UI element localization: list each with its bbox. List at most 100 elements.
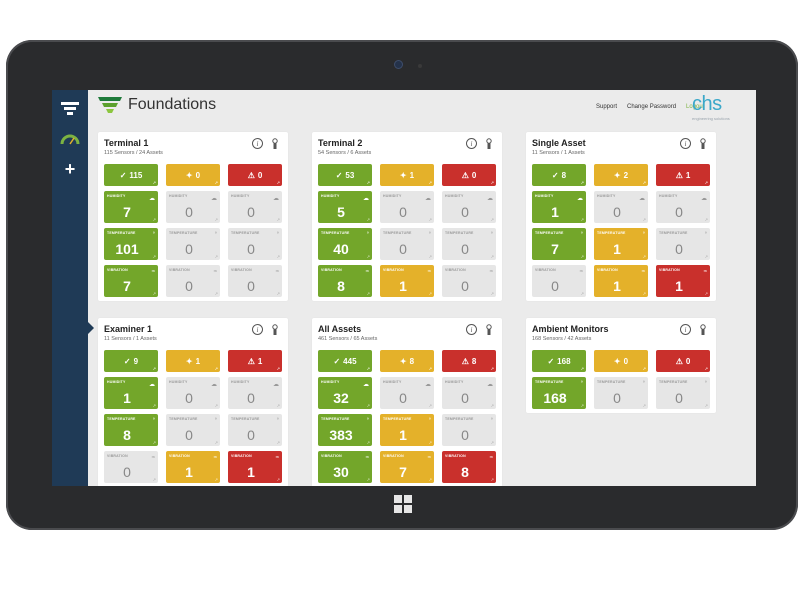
metric-value: 0 (461, 241, 469, 257)
metric-tile[interactable]: HUMIDITY ☁ 0 ↗ (442, 377, 496, 409)
ok-status-tile[interactable]: ✓ 445 ↗ (318, 350, 372, 372)
settings-icon[interactable] (697, 138, 708, 149)
metric-tile[interactable]: HUMIDITY ☁ 0 ↗ (442, 191, 496, 223)
metric-tile[interactable]: TEMPERATURE ° 0 ↗ (442, 414, 496, 446)
alert-light-icon: ✦ (399, 356, 407, 366)
metric-tile[interactable]: TEMPERATURE ° 101 ↗ (104, 228, 158, 260)
alarm-status-tile[interactable]: ⚠ 0 ↗ (442, 164, 496, 186)
metric-label: TEMPERATURE (659, 380, 688, 384)
card-subtitle: 461 Sensors / 65 Assets (318, 336, 378, 342)
metric-tile[interactable]: VIBRATION ≈0 ↗ (166, 265, 220, 297)
metric-tile[interactable]: HUMIDITY ☁ 0 ↗ (166, 191, 220, 223)
dashboard-gauge-icon[interactable] (52, 124, 88, 154)
ok-count: 115 (129, 170, 143, 180)
metric-tile[interactable]: VIBRATION ≈0 ↗ (104, 451, 158, 483)
warning-status-tile[interactable]: ✦ 2 ↗ (594, 164, 648, 186)
metric-tile[interactable]: VIBRATION ≈8 ↗ (442, 451, 496, 483)
metric-tile[interactable]: HUMIDITY ☁ 1 ↗ (104, 377, 158, 409)
asset-card[interactable]: All Assets 461 Sensors / 65 Assets i ✓ 445 ↗ ✦… (312, 318, 502, 486)
metric-tile[interactable]: VIBRATION ≈0 ↗ (442, 265, 496, 297)
ok-status-tile[interactable]: ✓ 115 ↗ (104, 164, 158, 186)
metric-tile[interactable]: HUMIDITY ☁ 5 ↗ (318, 191, 372, 223)
info-icon[interactable]: i (680, 324, 691, 335)
metric-tile[interactable]: TEMPERATURE ° 0 ↗ (442, 228, 496, 260)
settings-icon[interactable] (269, 324, 280, 335)
metric-tile[interactable]: VIBRATION ≈1 ↗ (380, 265, 434, 297)
warning-status-tile[interactable]: ✦ 0 ↗ (166, 164, 220, 186)
sidebar-menu-icon[interactable] (52, 94, 88, 124)
metric-tile[interactable]: TEMPERATURE ° 0 ↗ (166, 228, 220, 260)
metric-tile[interactable]: HUMIDITY ☁ 0 ↗ (166, 377, 220, 409)
status-row: ✓ 168 ↗ ✦ 0 ↗ ⚠ 0 ↗ (532, 350, 710, 372)
metric-tile[interactable]: VIBRATION ≈30 ↗ (318, 451, 372, 483)
metric-tile[interactable]: TEMPERATURE ° 0 ↗ (228, 414, 282, 446)
metric-tile[interactable]: HUMIDITY ☁ 0 ↗ (656, 191, 710, 223)
metric-tile[interactable]: TEMPERATURE ° 0 ↗ (228, 228, 282, 260)
metric-tile[interactable]: HUMIDITY ☁ 32 ↗ (318, 377, 372, 409)
asset-card[interactable]: Ambient Monitors 168 Sensors / 42 Assets i… (526, 318, 716, 413)
metric-tile[interactable]: HUMIDITY ☁ 0 ↗ (228, 191, 282, 223)
metric-tile[interactable]: VIBRATION ≈8 ↗ (318, 265, 372, 297)
asset-card[interactable]: Single Asset 11 Sensors / 1 Assets i ✓ 8 ↗ ✦ 2 ↗… (526, 132, 716, 301)
metric-value: 1 (613, 278, 621, 294)
metric-tile[interactable]: VIBRATION ≈1 ↗ (594, 265, 648, 297)
metric-tile[interactable]: TEMPERATURE ° 8 ↗ (104, 414, 158, 446)
expand-icon: ↗ (704, 254, 708, 259)
alarm-status-tile[interactable]: ⚠ 1 ↗ (656, 164, 710, 186)
metric-tile[interactable]: VIBRATION ≈7 ↗ (104, 265, 158, 297)
metric-tile[interactable]: TEMPERATURE ° 1 ↗ (380, 414, 434, 446)
settings-icon[interactable] (269, 138, 280, 149)
metric-tile[interactable]: VIBRATION ≈1 ↗ (166, 451, 220, 483)
settings-icon[interactable] (697, 324, 708, 335)
windows-logo-icon[interactable] (394, 495, 412, 513)
metric-tile[interactable]: TEMPERATURE ° 1 ↗ (594, 228, 648, 260)
metric-tile[interactable]: TEMPERATURE ° 0 ↗ (656, 377, 710, 409)
alarm-status-tile[interactable]: ⚠ 0 ↗ (228, 164, 282, 186)
asset-card[interactable]: Examiner 1 11 Sensors / 1 Assets i ✓ 9 ↗ ✦ 1 ↗ ⚠ 1… (98, 318, 288, 486)
metric-tile[interactable]: VIBRATION ≈0 ↗ (228, 265, 282, 297)
metric-tile[interactable]: TEMPERATURE ° 0 ↗ (166, 414, 220, 446)
asset-card[interactable]: Terminal 2 54 Sensors / 6 Assets i ✓ 53 ↗ ✦ 1 ↗ ⚠… (312, 132, 502, 301)
ok-status-tile[interactable]: ✓ 168 ↗ (532, 350, 586, 372)
support-link[interactable]: Support (596, 104, 618, 110)
info-icon[interactable]: i (466, 138, 477, 149)
metric-tile[interactable]: TEMPERATURE ° 383 ↗ (318, 414, 372, 446)
metric-tile[interactable]: VIBRATION ≈1 ↗ (656, 265, 710, 297)
info-icon[interactable]: i (252, 138, 263, 149)
asset-card[interactable]: Terminal 1 115 Sensors / 24 Assets i ✓ 115 ↗ ✦… (98, 132, 288, 301)
alarm-status-tile[interactable]: ⚠ 8 ↗ (442, 350, 496, 372)
logout-link[interactable]: Logout (686, 104, 705, 110)
info-icon[interactable]: i (252, 324, 263, 335)
ok-status-tile[interactable]: ✓ 8 ↗ (532, 164, 586, 186)
metric-tile[interactable]: VIBRATION ≈1 ↗ (228, 451, 282, 483)
metric-tile[interactable]: HUMIDITY ☁ 1 ↗ (532, 191, 586, 223)
alarm-status-tile[interactable]: ⚠ 1 ↗ (228, 350, 282, 372)
metric-tile[interactable]: VIBRATION ≈0 ↗ (532, 265, 586, 297)
brand[interactable]: Foundations (98, 96, 216, 114)
metric-tile[interactable]: TEMPERATURE ° 40 ↗ (318, 228, 372, 260)
warning-status-tile[interactable]: ✦ 0 ↗ (594, 350, 648, 372)
metric-tile[interactable]: VIBRATION ≈7 ↗ (380, 451, 434, 483)
change-password-link[interactable]: Change Password (627, 104, 677, 110)
settings-icon[interactable] (483, 138, 494, 149)
metric-tile[interactable]: TEMPERATURE ° 0 ↗ (656, 228, 710, 260)
metric-tile[interactable]: TEMPERATURE ° 0 ↗ (594, 377, 648, 409)
metric-tile[interactable]: HUMIDITY ☁ 0 ↗ (380, 191, 434, 223)
metric-tile[interactable]: TEMPERATURE ° 7 ↗ (532, 228, 586, 260)
metric-tile[interactable]: HUMIDITY ☁ 0 ↗ (228, 377, 282, 409)
warning-status-tile[interactable]: ✦ 1 ↗ (380, 164, 434, 186)
metric-tile[interactable]: HUMIDITY ☁ 0 ↗ (380, 377, 434, 409)
add-icon[interactable]: + (64, 158, 76, 179)
info-icon[interactable]: i (466, 324, 477, 335)
settings-icon[interactable] (483, 324, 494, 335)
metric-tile[interactable]: HUMIDITY ☁ 0 ↗ (594, 191, 648, 223)
info-icon[interactable]: i (680, 138, 691, 149)
ok-status-tile[interactable]: ✓ 9 ↗ (104, 350, 158, 372)
metric-tile[interactable]: TEMPERATURE ° 0 ↗ (380, 228, 434, 260)
alarm-status-tile[interactable]: ⚠ 0 ↗ (656, 350, 710, 372)
metric-tile[interactable]: HUMIDITY ☁ 7 ↗ (104, 191, 158, 223)
warning-status-tile[interactable]: ✦ 8 ↗ (380, 350, 434, 372)
warning-status-tile[interactable]: ✦ 1 ↗ (166, 350, 220, 372)
ok-status-tile[interactable]: ✓ 53 ↗ (318, 164, 372, 186)
metric-tile[interactable]: TEMPERATURE ° 168 ↗ (532, 377, 586, 409)
